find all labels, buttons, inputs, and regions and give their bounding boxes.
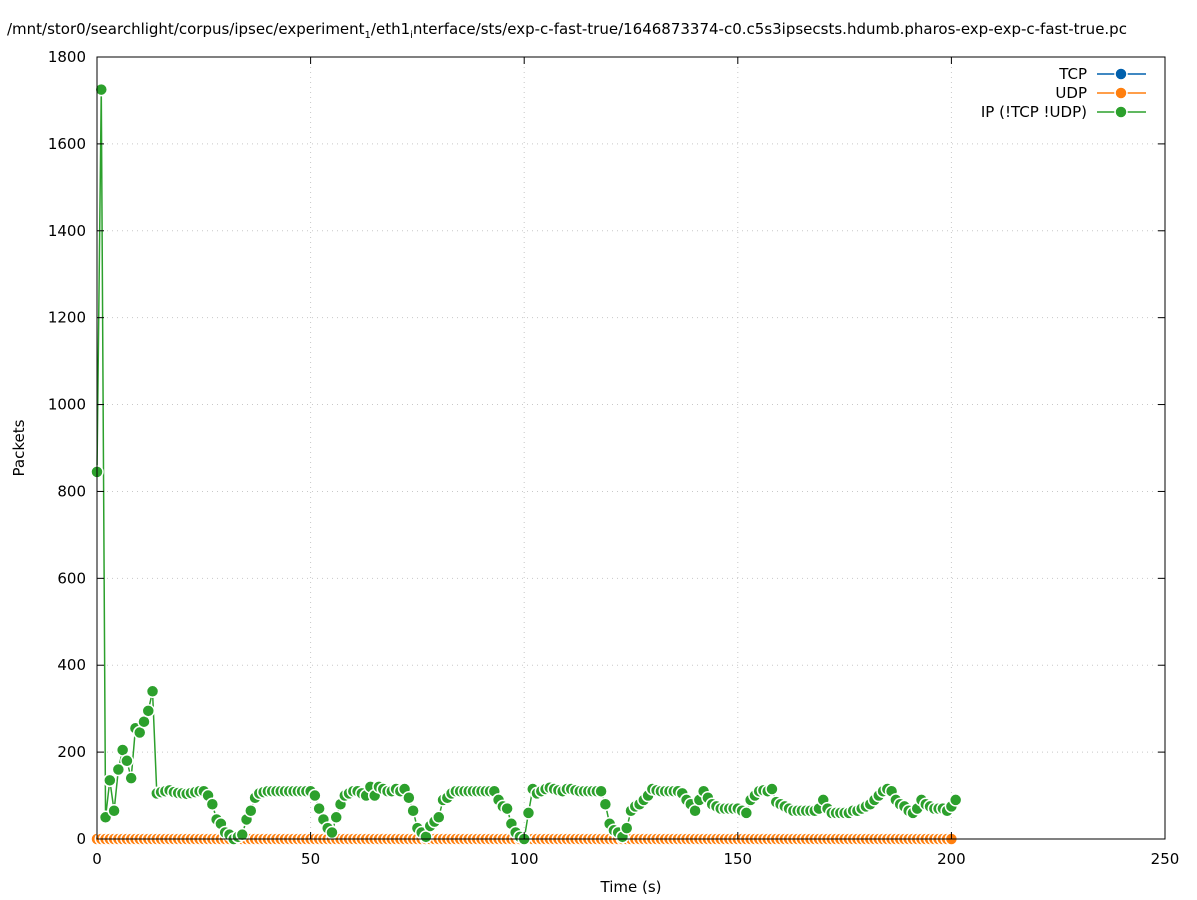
x-tick-label: 50: [301, 850, 320, 868]
series-iptcpudp: [90, 82, 963, 846]
data-point: [521, 806, 536, 820]
data-point: [94, 82, 109, 97]
series-line: [96, 89, 957, 841]
grid: [97, 57, 1165, 839]
data-point: [124, 771, 138, 785]
data-point: [205, 797, 220, 811]
series-layer: [90, 82, 963, 846]
legend-marker: [1114, 105, 1128, 119]
y-axis-label: Packets: [10, 419, 28, 476]
data-point: [244, 804, 258, 818]
data-point: [402, 790, 416, 805]
x-tick-label: 200: [937, 850, 966, 868]
data-point: [235, 827, 249, 842]
data-point: [598, 797, 613, 811]
title-part: /mnt/stor0/searchlight/corpus/ipsec/expe…: [7, 20, 365, 38]
title-part: /eth1: [370, 20, 411, 38]
y-tick-label: 1600: [48, 135, 86, 153]
title-part: nterface/sts/exp-c-fast-true/1646873374-…: [412, 20, 1127, 38]
legend-marker: [1114, 67, 1128, 81]
data-point: [619, 821, 634, 835]
chart-title: /mnt/stor0/searchlight/corpus/ipsec/expe…: [7, 20, 1127, 41]
data-point: [329, 810, 343, 825]
data-point: [308, 788, 322, 803]
y-tick-label: 400: [57, 656, 86, 674]
data-point: [120, 754, 134, 768]
data-point: [107, 804, 121, 818]
data-point: [500, 801, 514, 816]
legend-label: IP (!TCP !UDP): [981, 103, 1087, 121]
data-point: [432, 810, 446, 825]
x-tick-label: 250: [1151, 850, 1180, 868]
data-point: [739, 806, 754, 820]
data-point: [406, 804, 420, 818]
x-tick-label: 0: [92, 850, 102, 868]
data-point: [325, 825, 339, 840]
y-tick-label: 800: [57, 482, 86, 500]
data-point: [141, 704, 156, 718]
title-sub: 1: [364, 30, 371, 41]
legend-label: UDP: [1055, 84, 1087, 102]
data-point: [103, 773, 117, 788]
plot-border: [96, 56, 1166, 840]
legend-label: TCP: [1058, 65, 1087, 83]
data-point: [145, 684, 160, 699]
y-tick-label: 1400: [48, 222, 86, 240]
x-tick-label: 150: [723, 850, 752, 868]
data-point: [594, 784, 608, 798]
y-tick-label: 1200: [48, 309, 86, 327]
legend-marker: [1114, 86, 1128, 100]
y-tick-label: 200: [57, 743, 86, 761]
y-tick-label: 1800: [48, 48, 86, 66]
data-point: [111, 762, 126, 777]
title-sub: i: [410, 30, 413, 41]
y-tick-label: 0: [76, 830, 86, 848]
x-axis-label: Time (s): [600, 878, 662, 896]
y-tick-label: 600: [57, 569, 86, 587]
data-point: [765, 782, 779, 796]
y-tick-label: 1000: [48, 396, 86, 414]
x-tick-label: 100: [510, 850, 539, 868]
ticks: 0 50 100 150 200 250 0 200 400 600 800 1000 1200 1400…: [48, 48, 1180, 868]
data-point: [948, 793, 963, 807]
